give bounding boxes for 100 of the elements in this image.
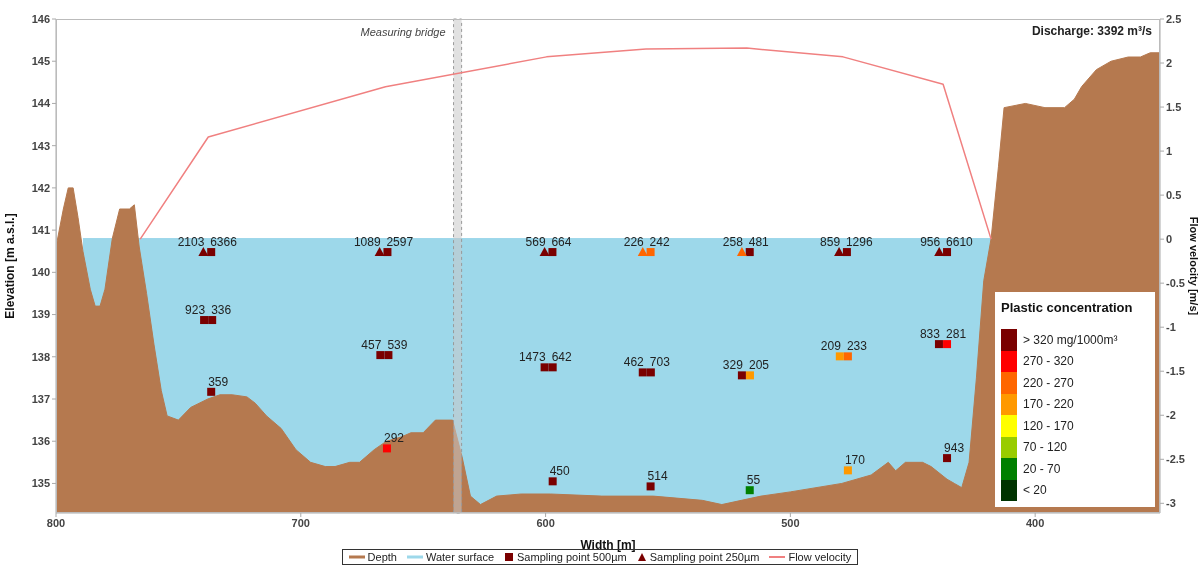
y-tick-label: 142 xyxy=(31,181,50,194)
category-label: 170 - 220 xyxy=(1023,397,1074,412)
annotation: 450 xyxy=(549,464,571,479)
x-axis-title: Width [m] xyxy=(580,538,636,552)
annotation: 6610 xyxy=(946,235,974,250)
annotation: 539 xyxy=(387,338,408,353)
y2-tick-label: 1 xyxy=(1166,144,1173,157)
annotation: 664 xyxy=(551,235,572,250)
point xyxy=(646,248,655,257)
y-tick-label: 138 xyxy=(31,350,50,363)
y2-tick-label: -0.5 xyxy=(1166,277,1185,290)
annotation: 923 xyxy=(185,303,206,318)
y-tick-label: 141 xyxy=(31,224,50,237)
category-label: 20 - 70 xyxy=(1023,461,1061,476)
point xyxy=(540,363,549,372)
y2-tick-label: -3 xyxy=(1166,497,1176,510)
annotation: 329 xyxy=(722,358,744,373)
y2-tick-label: -2 xyxy=(1166,409,1176,422)
category-label: 270 - 320 xyxy=(1023,354,1074,369)
point xyxy=(539,247,550,257)
y-tick-label: 137 xyxy=(31,392,50,405)
y-tick-label: 144 xyxy=(31,97,51,110)
point xyxy=(842,248,851,257)
category-label: > 320 mg/1000m³ xyxy=(1023,332,1118,347)
category-label: 120 - 170 xyxy=(1023,418,1074,433)
annotation: 703 xyxy=(649,355,671,370)
point xyxy=(382,444,391,453)
y-axis-title: Elevation [m a.s.l.] xyxy=(3,213,17,319)
y2-tick-label: -1 xyxy=(1166,321,1176,334)
point xyxy=(638,368,647,377)
point xyxy=(374,247,385,257)
annotation: 481 xyxy=(748,235,770,250)
annotation: 258 xyxy=(722,235,744,250)
point xyxy=(835,352,844,361)
annotation: 462 xyxy=(623,355,645,370)
text: Plastic concentration xyxy=(1001,300,1134,315)
y2-tick-label: 2 xyxy=(1166,56,1173,69)
y-tick-label: 135 xyxy=(31,477,50,490)
point xyxy=(383,248,392,257)
y2-tick-label: 1.5 xyxy=(1166,100,1182,113)
point xyxy=(843,466,852,475)
annotation: 336 xyxy=(211,303,232,318)
annotation: 2103 xyxy=(177,235,205,250)
band-label: Measuring bridge xyxy=(360,26,446,38)
point xyxy=(737,371,746,380)
annotation: 233 xyxy=(846,339,868,354)
legend-label: Sampling point 250µm xyxy=(649,551,760,563)
point xyxy=(745,486,754,495)
annotation: 281 xyxy=(946,327,967,342)
annotation: 359 xyxy=(208,374,229,389)
annotation: Discharge: 3392 m³/s xyxy=(1031,24,1152,38)
point xyxy=(208,316,217,325)
point xyxy=(934,247,945,257)
y-tick-label: 146 xyxy=(31,12,50,25)
point xyxy=(548,248,557,257)
y2-tick-label: -1.5 xyxy=(1166,365,1185,378)
legend-label: Water surface xyxy=(425,551,495,563)
x-tick-label: 600 xyxy=(536,516,555,529)
annotation: 1296 xyxy=(845,235,873,250)
x-tick-label: 800 xyxy=(46,516,66,529)
annotation: 1089 xyxy=(353,235,381,250)
point xyxy=(943,248,952,257)
annotation: 956 xyxy=(920,235,941,250)
annotation: 6366 xyxy=(210,235,238,250)
annotation: 514 xyxy=(647,469,668,484)
legend-label: Sampling point 500µm xyxy=(517,551,627,563)
x-tick-label: 400 xyxy=(1025,516,1045,529)
annotation: 833 xyxy=(919,327,941,342)
x-tick-label: 500 xyxy=(781,516,800,529)
point xyxy=(376,351,385,360)
point xyxy=(943,340,952,349)
point xyxy=(384,351,393,360)
annotation: 55 xyxy=(746,473,761,488)
point xyxy=(934,340,943,349)
category-label: < 20 xyxy=(1023,483,1047,498)
y2-tick-label: 2.5 xyxy=(1166,12,1182,25)
point xyxy=(745,248,754,257)
point xyxy=(736,247,747,257)
annotation: 1473 xyxy=(518,350,546,365)
point xyxy=(637,247,648,257)
annotation: 242 xyxy=(649,235,670,250)
annotation: 209 xyxy=(820,339,842,354)
y-tick-label: 140 xyxy=(31,266,50,279)
y-tick-label: 136 xyxy=(31,435,50,448)
point xyxy=(548,477,557,486)
x-tick-label: 700 xyxy=(291,516,310,529)
point xyxy=(548,363,557,372)
point xyxy=(207,248,216,257)
y-tick-label: 145 xyxy=(31,55,50,68)
annotation: 642 xyxy=(551,350,573,365)
category-label: 70 - 120 xyxy=(1023,440,1068,455)
point xyxy=(745,371,754,380)
annotation: 859 xyxy=(820,235,841,250)
y2-tick-label: 0.5 xyxy=(1166,189,1182,202)
annotation: 943 xyxy=(944,441,965,456)
point xyxy=(198,247,209,257)
annotation: 170 xyxy=(844,453,866,468)
point xyxy=(207,387,216,396)
point xyxy=(200,316,209,325)
annotation: 457 xyxy=(361,338,382,353)
